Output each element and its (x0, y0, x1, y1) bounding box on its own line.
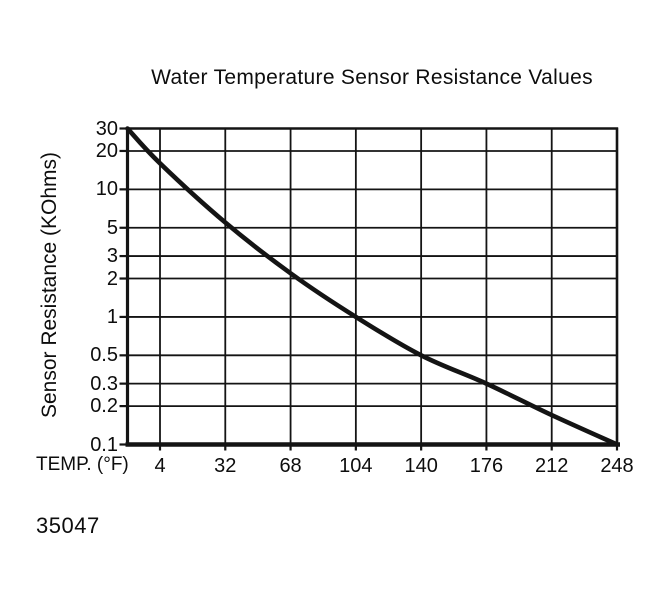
x-tick-label: 212 (535, 455, 569, 477)
chart-title: Water Temperature Sensor Resistance Valu… (151, 66, 593, 89)
y-tick-label: 0.5 (90, 344, 118, 367)
x-tick-label: 104 (339, 455, 373, 477)
x-tick-label: 176 (469, 455, 504, 477)
figure-number: 35047 (36, 513, 100, 538)
x-tick-label: 32 (214, 455, 237, 477)
y-tick-label: 2 (106, 267, 118, 290)
x-axis-label: TEMP. (°F) (36, 454, 129, 475)
y-tick-label: 3 (106, 245, 118, 268)
y-tick-label: 1 (106, 305, 118, 328)
y-tick-label: 5 (106, 216, 118, 239)
y-tick-label: 0.1 (90, 433, 118, 456)
y-tick-label: 0.3 (90, 372, 118, 395)
y-tick-label: 10 (95, 178, 118, 201)
y-tick-label: 20 (95, 139, 118, 162)
x-tick-label: 68 (279, 455, 302, 477)
y-tick-label: 0.2 (90, 395, 118, 418)
x-tick-label: 248 (600, 455, 634, 477)
y-tick-label: 30 (95, 117, 118, 140)
resistance-curve (125, 126, 620, 447)
x-tick-label: 4 (154, 455, 166, 477)
x-tick-label: 140 (404, 455, 438, 477)
